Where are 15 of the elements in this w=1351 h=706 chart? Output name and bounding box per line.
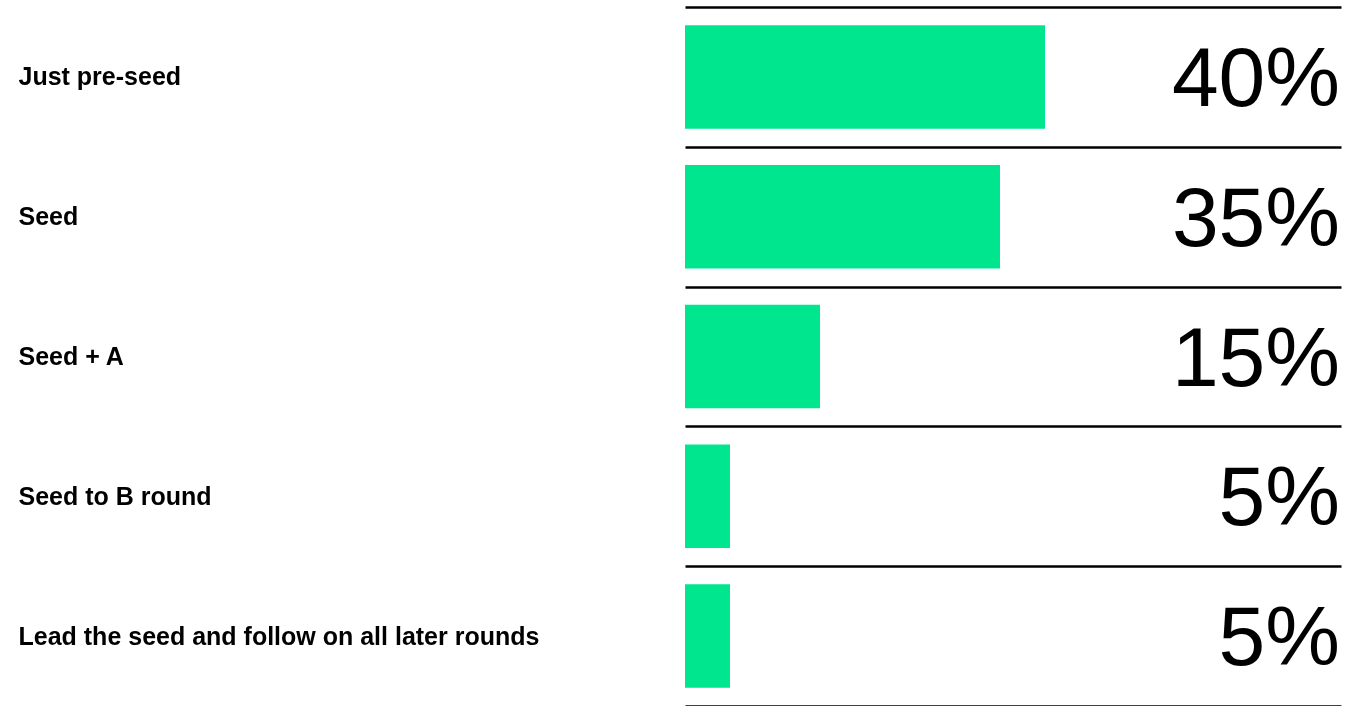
data-label: 35% [1171,169,1340,264]
data-label: 40% [1171,29,1340,124]
y-tick-label: Seed [18,202,79,231]
bar [685,304,820,409]
data-label: 15% [1171,309,1340,404]
y-tick-label: Seed to B round [18,481,212,510]
bar [685,584,730,688]
y-tick-label: Just pre-seed [18,62,182,91]
bar [685,164,1000,269]
data-label: 5% [1218,449,1340,544]
y-tick-label: Seed + A [18,342,124,370]
y-tick-label: Lead the seed and follow on all later rounds [18,621,540,650]
data-label: 5% [1218,589,1340,684]
bar [685,25,1045,129]
bar [685,444,730,549]
